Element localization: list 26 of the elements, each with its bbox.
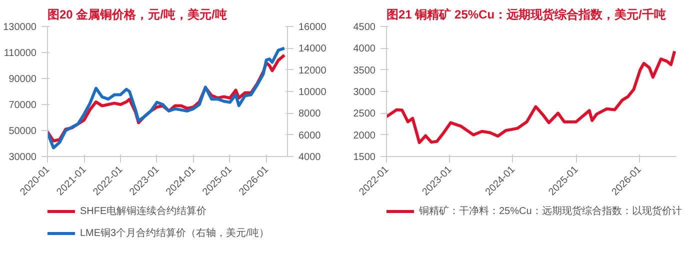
y2-tick-label: 8000 bbox=[298, 108, 322, 120]
y-tick-label: 30000 bbox=[8, 152, 37, 163]
legend-label: 铜精矿：干净料：25%Cu：远期现货综合指数：以现货价计 bbox=[419, 204, 682, 218]
y-tick-label: 130000 bbox=[3, 22, 37, 33]
y-tick-label: 3500 bbox=[353, 65, 376, 76]
y-tick-label: 90000 bbox=[8, 74, 37, 85]
legend-label: LME铜3个月合约结算价（右轴，美元/吨） bbox=[80, 226, 269, 240]
y2-tick-label: 10000 bbox=[298, 87, 327, 98]
y-tick-label: 110000 bbox=[4, 48, 37, 59]
y2-tick-label: 16000 bbox=[298, 22, 327, 33]
y-tick-label: 2000 bbox=[353, 130, 376, 142]
y2-tick-label: 12000 bbox=[298, 65, 327, 76]
y-tick-label: 2500 bbox=[353, 108, 376, 120]
y-tick-label: 4500 bbox=[353, 22, 376, 33]
chart-title: 图21 铜精矿 25%Cu：远期现货综合指数，美元/千吨 bbox=[386, 8, 666, 22]
y-tick-label: 50000 bbox=[8, 126, 37, 137]
chart-title: 图20 金属铜价格，元/吨，美元/吨 bbox=[48, 8, 227, 22]
y-tick-label: 1500 bbox=[353, 152, 376, 163]
y-tick-label: 70000 bbox=[8, 100, 37, 111]
y2-tick-label: 4000 bbox=[298, 152, 322, 163]
legend-label: SHFE电解铜连续合约结算价 bbox=[80, 204, 207, 218]
y-tick-label: 4000 bbox=[353, 44, 376, 55]
line-series bbox=[386, 50, 676, 144]
y2-tick-label: 14000 bbox=[298, 44, 327, 55]
y-tick-label: 3000 bbox=[353, 87, 376, 98]
y2-tick-label: 6000 bbox=[298, 130, 322, 142]
